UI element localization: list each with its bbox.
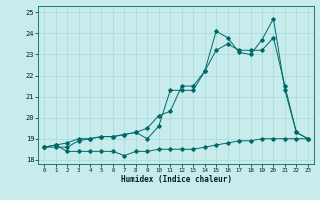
X-axis label: Humidex (Indice chaleur): Humidex (Indice chaleur) <box>121 175 231 184</box>
